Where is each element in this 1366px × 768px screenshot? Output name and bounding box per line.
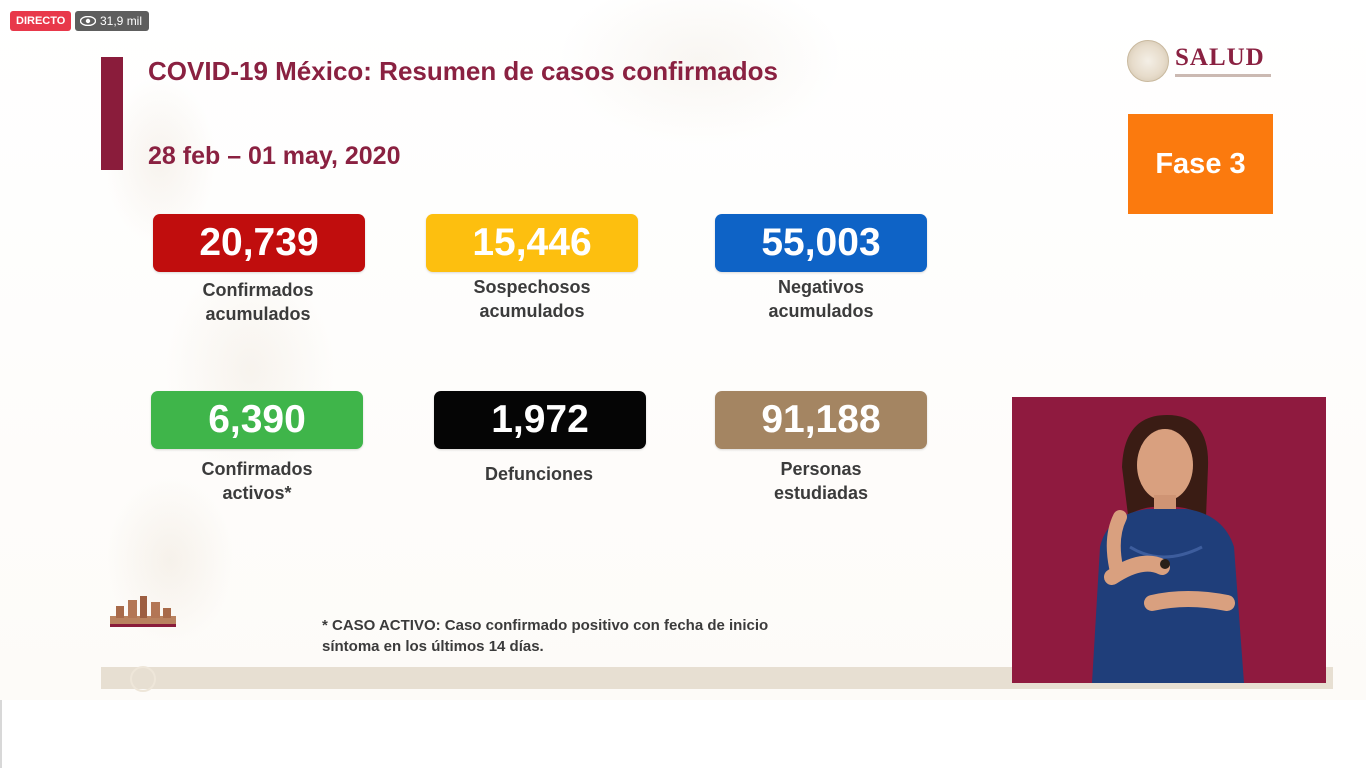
interpreter-figure	[1092, 415, 1244, 683]
stat-label-line: estudiadas	[773, 483, 869, 503]
logo-text: SALUD	[1175, 44, 1265, 71]
stat-label-line: Personas	[780, 459, 862, 479]
stat-sospechosos-value: 15,446	[426, 214, 638, 272]
view-count: 31,9 mil	[100, 14, 143, 28]
slide-date: 28 feb – 01 may, 2020	[148, 142, 401, 170]
stat-estudiadas-value: 91,188	[715, 391, 927, 449]
logo-subtitle-line	[1175, 74, 1271, 77]
footnote-line: síntoma en los últimos 14 días.	[322, 638, 544, 655]
stat-sospechosos-label: Sospechosos acumulados	[412, 275, 652, 323]
stat-defunciones-value: 1,972	[434, 391, 646, 449]
stat-label-line: acumulados	[479, 301, 585, 321]
footnote: * CASO ACTIVO: Caso confirmado positivo …	[322, 615, 922, 657]
stat-label-line: Defunciones	[484, 464, 594, 484]
stat-label-line: acumulados	[205, 304, 311, 324]
footer-ornament	[130, 666, 156, 692]
phase-badge: Fase 3	[1128, 114, 1273, 214]
stat-defunciones-label: Defunciones	[419, 462, 659, 486]
title-accent-bar	[101, 57, 123, 170]
slide-title: COVID-19 México: Resumen de casos confir…	[148, 56, 778, 86]
stat-activos-value: 6,390	[151, 391, 363, 449]
footnote-line: * CASO ACTIVO: Caso confirmado positivo …	[322, 617, 769, 634]
stat-label-line: Sospechosos	[473, 277, 591, 297]
stat-activos-label: Confirmados activos*	[137, 457, 377, 505]
decorative-watermark	[100, 40, 360, 690]
stat-label-line: Confirmados	[202, 280, 314, 300]
stat-label-line: Confirmados	[201, 459, 313, 479]
stat-confirmados-label: Confirmados acumulados	[138, 278, 378, 326]
stat-negativos-label: Negativos acumulados	[701, 275, 941, 323]
national-seal-icon	[1127, 40, 1169, 82]
stat-label-line: acumulados	[768, 301, 874, 321]
sign-language-interpreter-video	[1012, 397, 1326, 683]
salud-logo: SALUD	[1127, 40, 1271, 82]
eye-icon	[80, 16, 96, 26]
stat-label-line: activos*	[222, 483, 292, 503]
cathedral-illustration-icon	[110, 596, 176, 627]
stat-label-line: Negativos	[777, 277, 865, 297]
stat-confirmados-value: 20,739	[153, 214, 365, 272]
view-count-badge: 31,9 mil	[75, 11, 150, 31]
live-badge: DIRECTO	[10, 11, 72, 31]
stat-estudiadas-label: Personas estudiadas	[701, 457, 941, 505]
stat-negativos-value: 55,003	[715, 214, 927, 272]
